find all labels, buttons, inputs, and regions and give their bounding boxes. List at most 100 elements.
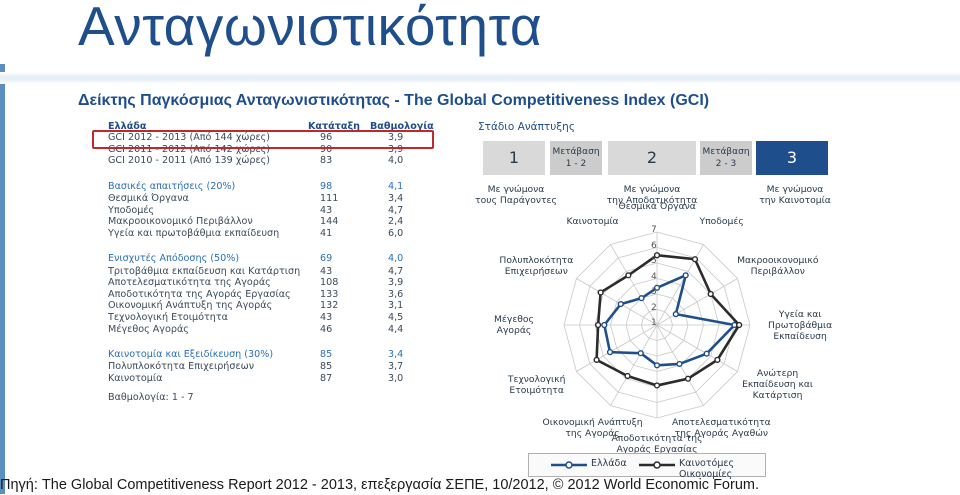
table-row-rank: 43 — [320, 265, 333, 277]
table-row-rank: 43 — [320, 204, 333, 216]
stage-desc-1-line2: τους Παράγοντες — [475, 195, 557, 206]
radar-axis-label-line: Ανώτερη — [756, 368, 799, 379]
table-row-score: 4,7 — [388, 204, 404, 216]
table-row-rank: 132 — [320, 300, 339, 312]
series-point-0 — [653, 362, 661, 369]
page-title: Ανταγωνιστικότητα — [78, 0, 543, 57]
table-row-name: Πολυπλοκότητα Επιχειρήσεων — [108, 361, 255, 373]
grid-spoke — [610, 324, 658, 406]
header-country: Ελλάδα — [108, 121, 147, 132]
radar-axis-label-line: Εκπαίδευση και — [742, 379, 814, 390]
table-row-score: 4,7 — [388, 265, 404, 277]
section-title-name: Καινοτομία και Εξειδίκευση (30%) — [108, 349, 274, 361]
table-row-rank: 46 — [320, 323, 333, 335]
stage-title: Στάδιο Ανάπτυξης — [478, 121, 575, 133]
series-point-0 — [606, 349, 614, 356]
table-row: Οικονομική Ανάπτυξη της Αγοράς 132 3,1 — [108, 300, 408, 312]
table-row-rank: 85 — [320, 361, 333, 373]
header-score: Βαθμολογία — [370, 121, 434, 132]
table-row: Καινοτομία 87 3,0 — [108, 373, 408, 385]
grid-spoke — [656, 278, 738, 326]
legend-label-greece: Ελλάδα — [591, 458, 627, 469]
table-row: Τριτοβάθμια εκπαίδευση και Κατάρτιση 43 4,… — [108, 266, 408, 278]
header-rank: Κατάταξη — [308, 121, 360, 132]
radar-axis-label-line: Αποτελεσματικότητα — [672, 417, 771, 429]
table-row-name: Τεχνολογική Ετοιμότητα — [108, 312, 228, 323]
section-title-rank: 98 — [320, 180, 333, 192]
table-row-name: Αποδοτικότητα της Αγοράς Εργασίας — [108, 288, 291, 300]
radar-axis-label: Πολυπλοκότητα Επιχειρήσεων — [499, 255, 573, 277]
radar-axis-label-line: Καινοτομία — [566, 216, 619, 228]
series-point-1 — [624, 372, 631, 380]
radar-axis-label-line: της Αγοράς — [565, 428, 620, 440]
source-note: Πηγή: The Global Competitiveness Report … — [0, 477, 759, 493]
table-row-name: Οικονομική Ανάπτυξη της Αγοράς — [108, 300, 273, 312]
table-row: Μέγεθος Αγοράς 46 4,4 — [108, 324, 408, 336]
series-point-1 — [707, 290, 714, 298]
table-row-rank: 111 — [320, 193, 339, 204]
series-point-0 — [682, 272, 689, 279]
gci-row-name: GCI 2011 - 2012 (Από 142 χώρες) — [108, 143, 271, 155]
radar-tick-label: 2 — [651, 302, 657, 313]
radar-axis-label-line: Περιβάλλον — [750, 265, 805, 277]
radar-axis-label-line: Αγοράς — [496, 325, 532, 336]
series-point-0 — [617, 300, 624, 308]
stage-box-3: 3 — [756, 141, 828, 175]
radar-axis-label: Τεχνολογική Ετοιμότητα — [508, 374, 565, 396]
table-row-name: Τριτοβάθμια εκπαίδευση και Κατάρτιση — [108, 265, 301, 277]
table-row-name: Μακροοικονομικό Περιβάλλον — [108, 216, 253, 228]
grid-spoke — [576, 324, 658, 372]
table-row-score: 3,1 — [388, 300, 404, 312]
radar-axis-label-line: Αποδοτικότητα της — [611, 433, 703, 444]
series-point-1 — [594, 321, 602, 329]
table-row-score: 3,7 — [388, 361, 404, 373]
radar-tick-label: 5 — [651, 256, 657, 266]
stage-desc-2: Με γνώμονα την Αποδοτικότητα — [600, 184, 704, 206]
radar-axis-label-line: Θεσμικά Όργανα — [618, 200, 696, 212]
series-point-1 — [597, 289, 604, 296]
series-point-1 — [714, 356, 721, 363]
series-point-1 — [684, 375, 692, 382]
table-row-score: 4,4 — [388, 323, 404, 335]
radar-axis-label-line: Μέγεθος — [494, 314, 534, 325]
radar-axis-label: Καινοτομία — [567, 216, 619, 227]
grid-spoke — [610, 244, 658, 326]
radar-axis-label-line: Υγεία και — [778, 308, 822, 320]
table-row-score: 3,4 — [388, 193, 404, 204]
radar-axis-label: Υγεία και Πρωτοβάθμια Εκπαίδευση — [768, 309, 832, 342]
series-line-0 — [602, 274, 736, 367]
table-row-name: Αποτελεσματικότητα της Αγοράς — [108, 277, 271, 289]
table-row: Υποδομές 43 4,7 — [108, 205, 408, 217]
table-row-name: Υγεία και πρωτοβάθμια εκπαίδευση — [108, 227, 280, 239]
table-row-rank: 108 — [320, 277, 339, 289]
series-point-1 — [653, 252, 661, 259]
gci-row-score: 4,0 — [388, 155, 404, 167]
stage-desc-2-line1: Με γνώμονα — [623, 184, 681, 195]
gci-row: GCI 2011 - 2012 (Από 142 χώρες) 90 3,9 — [108, 144, 408, 156]
series-point-0 — [601, 321, 608, 329]
grid-spoke — [576, 278, 658, 326]
radar-axis-label-line: Αγοράς Εργασίας — [616, 444, 698, 455]
radar-axis-label: Ανώτερη Εκπαίδευση και Κατάρτιση — [742, 368, 813, 401]
radar-axis-label-line: Επιχειρήσεων — [504, 265, 568, 277]
gci-row: GCI 2012 - 2013 (Από 144 χώρες) 96 3,9 — [108, 132, 408, 144]
radar-tick-label: 4 — [651, 271, 657, 282]
stage-box-2: 2 — [608, 141, 696, 175]
table-row: Θεσμικά Όργανα 111 3,4 — [108, 193, 408, 205]
stage-box-transition-2-3: Μετάβαση 2 - 3 — [700, 141, 752, 175]
stage-box-transition-1-2: Μετάβαση 1 - 2 — [550, 141, 602, 175]
table-row-name: Μέγεθος Αγοράς — [108, 323, 189, 335]
radar-axis-label: Οικονομική Ανάπτυξη της Αγοράς — [543, 417, 643, 439]
gci-row-rank: 90 — [320, 143, 333, 155]
series-point-1 — [593, 356, 600, 363]
series-point-1 — [736, 321, 743, 329]
series-point-0 — [676, 360, 683, 368]
radar-axis-label-line: Μακροοικονομικό — [737, 254, 819, 266]
series-point-0 — [653, 284, 661, 291]
radar-axis-label: Μακροοικονομικό Περιβάλλον — [737, 255, 818, 277]
radar-axis-label: Υποδομές — [700, 216, 744, 227]
table-row-rank: 43 — [320, 312, 333, 323]
radar-tick-label: 3 — [651, 287, 657, 297]
radar-tick-label: 7 — [651, 225, 657, 235]
